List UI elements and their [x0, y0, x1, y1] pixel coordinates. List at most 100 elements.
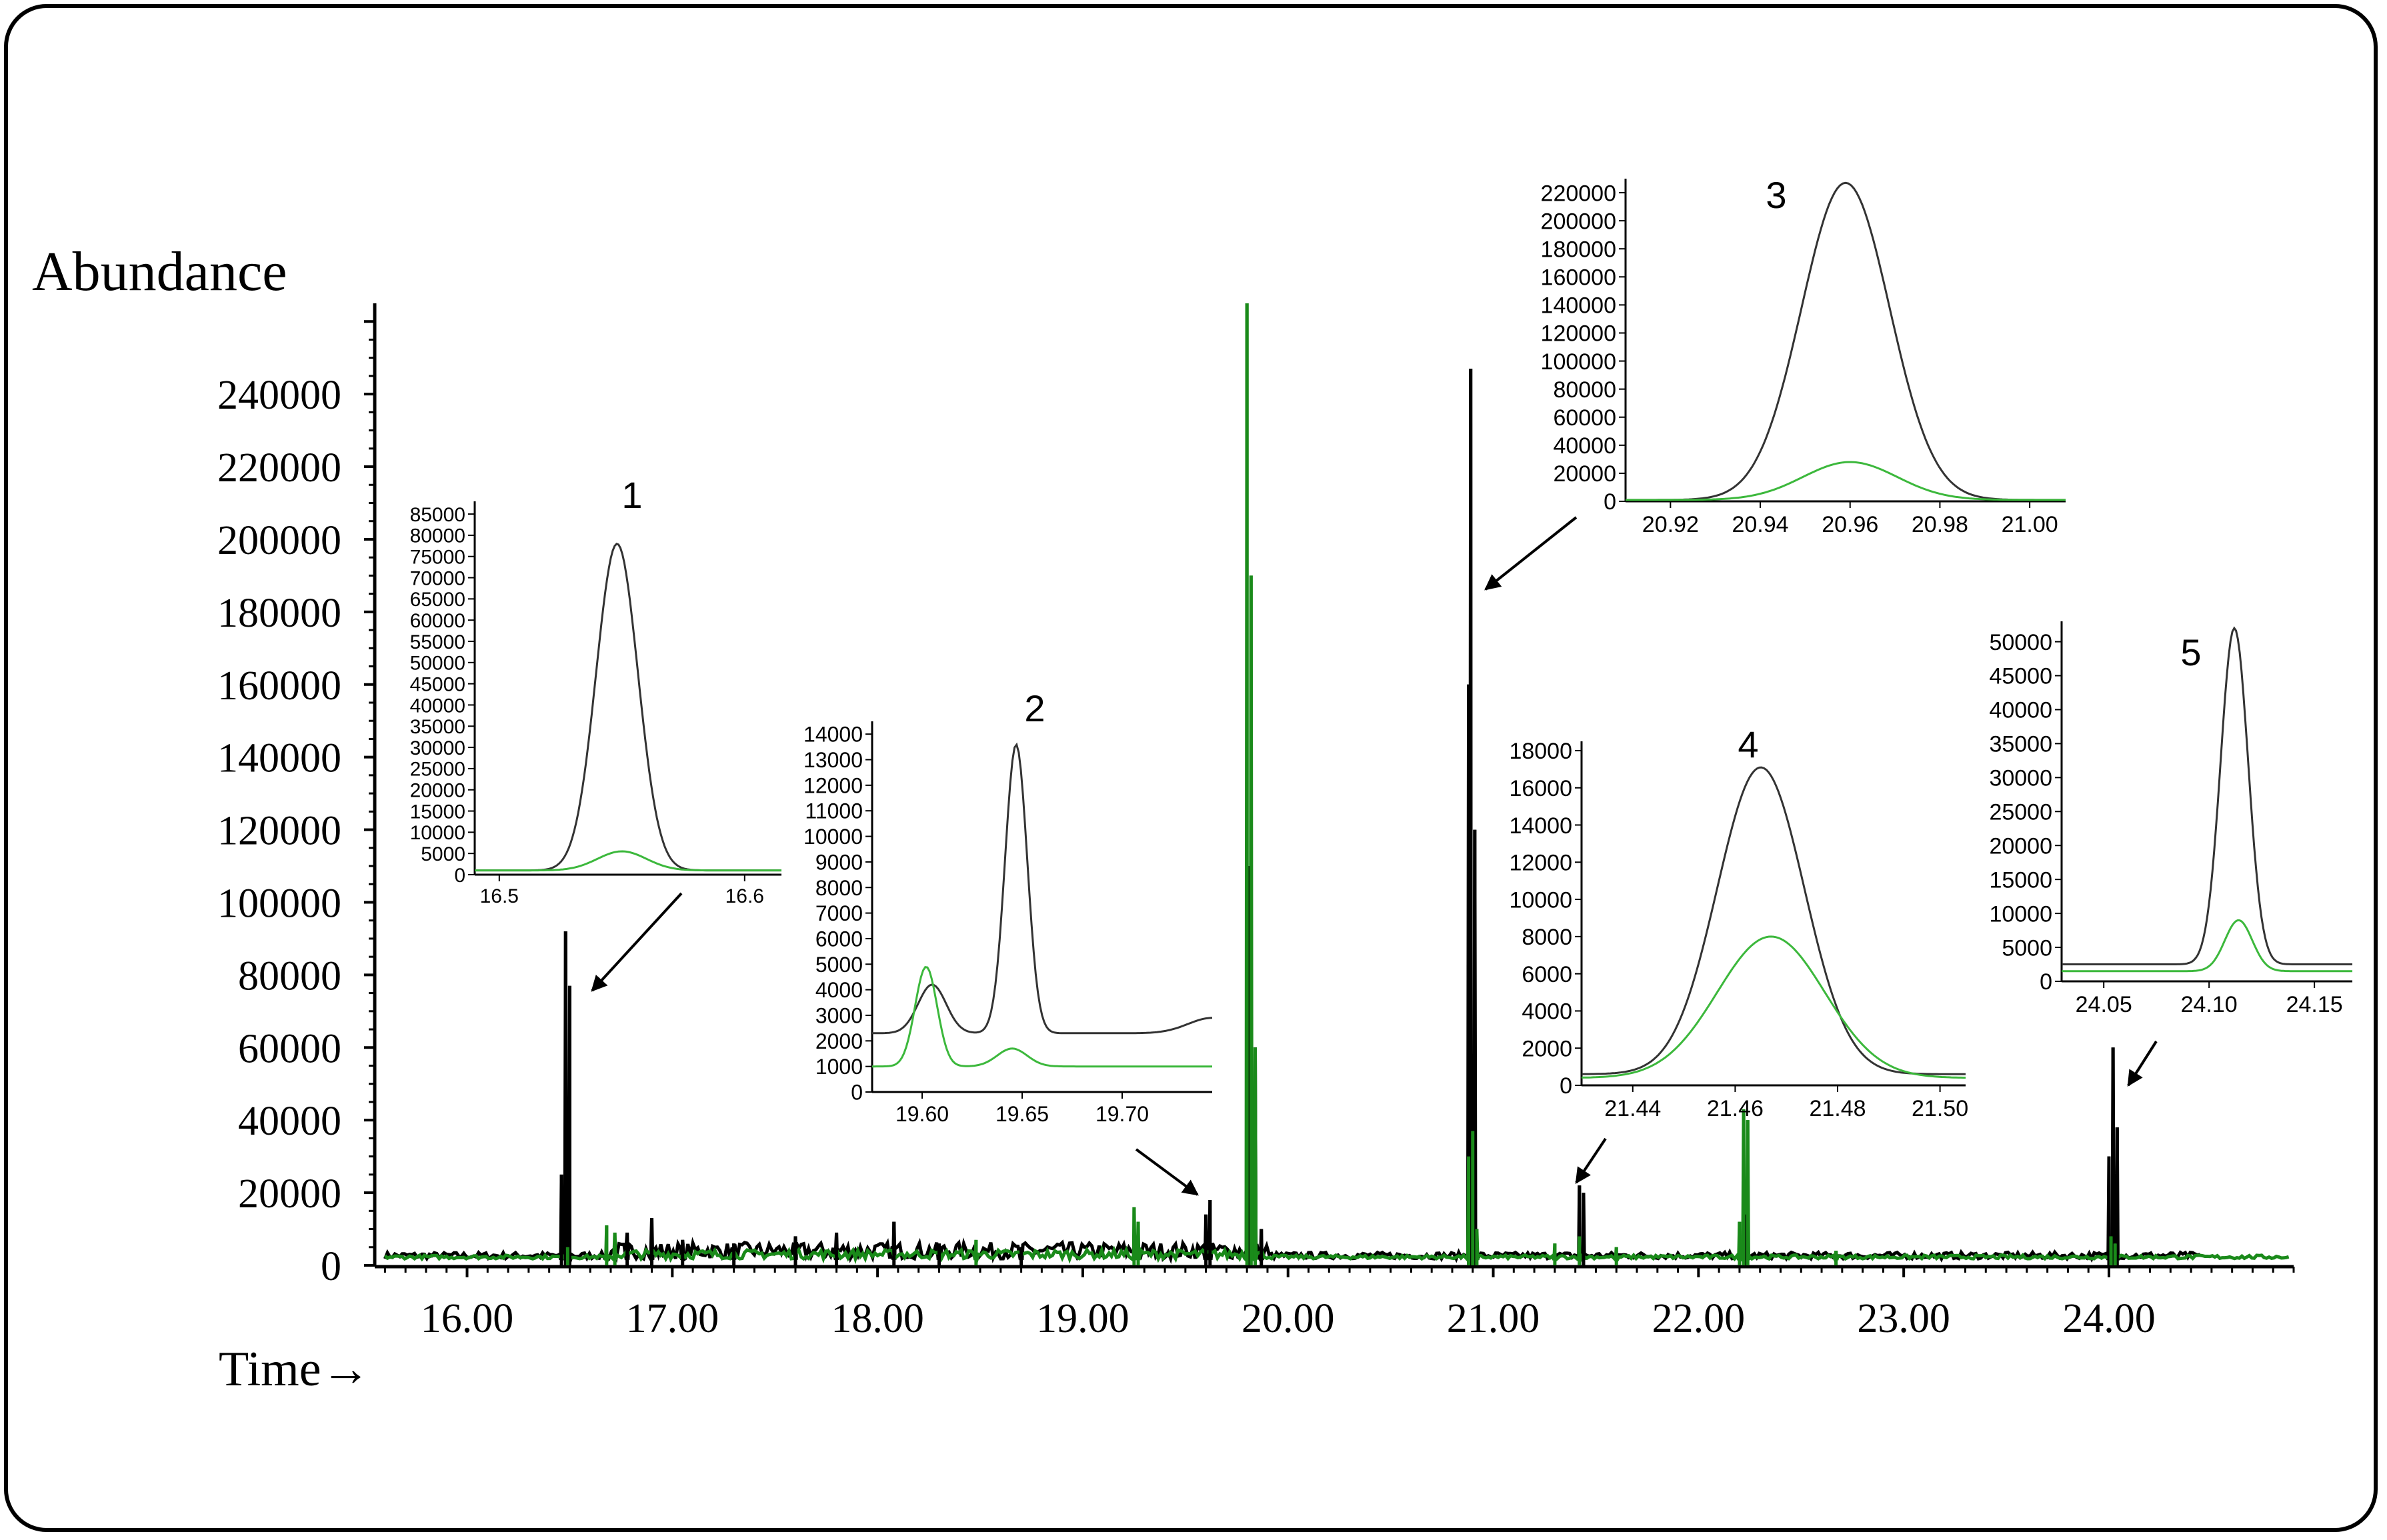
inset-4-y-tick-label: 8000	[1522, 925, 1572, 950]
inset-1-y-tick-label: 5000	[421, 843, 465, 865]
inset-2-y-tick-label: 8000	[815, 876, 863, 900]
callout-arrow-5	[2127, 1040, 2158, 1087]
inset-1-number: 1	[621, 474, 642, 516]
y-tick-label: 240000	[217, 373, 341, 418]
inset-1-x-tick-label: 16.5	[480, 885, 519, 907]
y-tick-label: 60000	[238, 1026, 341, 1071]
inset-1-panel: 1 050001000015000200002500030000350004000…	[410, 474, 781, 907]
inset-1-y-tick-label: 10000	[410, 822, 465, 844]
y-tick-label: 220000	[217, 445, 341, 491]
inset-3-y-tick-label: 140000	[1541, 293, 1616, 319]
inset-5-y-tick-label: 0	[2040, 969, 2052, 995]
callout-arrow-2	[1135, 1148, 1199, 1196]
inset-1-y-tick-label: 30000	[410, 737, 465, 759]
inset-1-y-tick-label: 45000	[410, 673, 465, 695]
inset-1-y-tick-label: 85000	[410, 504, 465, 526]
inset-2-number: 2	[1024, 687, 1045, 729]
y-tick-label: 200000	[217, 518, 341, 563]
inset-5-y-tick-label: 40000	[1989, 698, 2052, 723]
x-tick-label: 19.00	[1036, 1296, 1129, 1341]
inset-3-y-tick-label: 120000	[1541, 321, 1616, 347]
inset-1-y-tick-label: 75000	[410, 547, 465, 569]
inset-1-y-tick-label: 0	[454, 865, 465, 887]
inset-1-y-tick-label: 60000	[410, 610, 465, 632]
main-chromatogram: AbundanceTime→02000040000600008000010000…	[32, 241, 2295, 1397]
inset-2-y-tick-label: 11000	[805, 799, 863, 823]
inset-5-black-curve	[2062, 626, 2352, 965]
inset-1-y-tick-label: 40000	[410, 695, 465, 717]
inset-4-y-tick-label: 14000	[1509, 813, 1572, 839]
inset-5-number: 5	[2180, 631, 2201, 673]
inset-3-y-tick-label: 60000	[1553, 405, 1616, 431]
inset-1-y-tick-label: 55000	[410, 631, 465, 653]
y-tick-label: 140000	[217, 736, 341, 781]
inset-2-y-tick-label: 5000	[815, 953, 863, 977]
y-tick-label: 40000	[238, 1099, 341, 1144]
inset-2-y-tick-label: 2000	[815, 1029, 863, 1053]
x-tick-label: 24.00	[2062, 1296, 2156, 1341]
inset-4-y-tick-label: 2000	[1522, 1036, 1572, 1061]
y-axis-label: Abundance	[32, 241, 287, 303]
inset-2-y-tick-label: 12000	[803, 773, 863, 797]
inset-1-x-tick-label: 16.6	[725, 885, 764, 907]
inset-3-y-tick-label: 80000	[1553, 377, 1616, 403]
inset-4-panel: 4 0 2000 4000 6000 8000 10000 12000 14000 16000 18…	[1509, 723, 1968, 1121]
inset-1-y-tick-label: 20000	[410, 780, 465, 802]
inset-4-y-tick-label: 10000	[1509, 887, 1572, 913]
inset-4-y-tick-label: 4000	[1522, 999, 1572, 1025]
inset-5-x-tick-label: 24.15	[2286, 992, 2343, 1017]
inset-5-y-tick-label: 50000	[1989, 630, 2052, 655]
series-green-line	[383, 303, 2290, 1266]
inset-3-x-tick-label: 20.98	[1912, 512, 1968, 537]
inset-1-y-tick-label: 25000	[410, 759, 465, 781]
inset-5-y-tick-label: 5000	[2002, 935, 2052, 961]
inset-1-y-tick-label: 15000	[410, 801, 465, 823]
inset-1-y-tick-label: 65000	[410, 589, 465, 611]
inset-5-y-tick-label: 25000	[1989, 800, 2052, 825]
inset-5-y-tick-label: 45000	[1989, 664, 2052, 689]
inset-1-green-curve	[475, 850, 781, 872]
inset-5-green-curve	[2062, 919, 2352, 973]
y-tick-label: 180000	[217, 591, 341, 636]
inset-1-y-tick-label: 70000	[410, 567, 465, 589]
inset-5-x-tick-label: 24.05	[2076, 992, 2132, 1017]
inset-4-x-tick-label: 21.50	[1912, 1096, 1968, 1121]
inset-5-y-tick-label: 10000	[1989, 901, 2052, 927]
inset-4-y-tick-label: 6000	[1522, 962, 1572, 987]
inset-5-panel: 5 0 5000 10000 15000 20000 25000 30000 35000 4000…	[1989, 621, 2352, 1017]
inset-3-y-tick-label: 40000	[1553, 433, 1616, 459]
inset-4-number: 4	[1738, 723, 1758, 765]
inset-panels: 1050001000015000200002500030000350004000…	[410, 174, 2352, 1126]
inset-2-y-tick-label: 4000	[815, 978, 863, 1002]
inset-4-x-tick-label: 21.46	[1707, 1096, 1764, 1121]
y-tick-label: 0	[321, 1244, 341, 1289]
inset-3-green-curve	[1626, 461, 2066, 501]
inset-3-y-tick-label: 220000	[1541, 181, 1616, 206]
inset-1-y-tick-label: 80000	[410, 525, 465, 547]
y-tick-label: 160000	[217, 663, 341, 709]
y-tick-label: 20000	[238, 1171, 341, 1217]
callout-arrows	[591, 516, 2158, 1196]
inset-2-y-tick-label: 7000	[815, 901, 863, 925]
inset-3-x-tick-label: 20.96	[1822, 512, 1878, 537]
inset-4-y-tick-label: 18000	[1509, 739, 1572, 764]
inset-5-y-tick-label: 30000	[1989, 766, 2052, 791]
inset-5-y-tick-label: 20000	[1989, 833, 2052, 859]
y-tick-label: 100000	[217, 881, 341, 926]
inset-4-y-tick-label: 12000	[1509, 851, 1572, 876]
y-tick-label: 80000	[238, 953, 341, 999]
inset-3-y-tick-label: 160000	[1541, 265, 1616, 291]
inset-2-y-tick-label: 10000	[803, 825, 863, 849]
inset-4-x-tick-label: 21.48	[1809, 1096, 1866, 1121]
callout-arrow-4	[1575, 1137, 1607, 1184]
inset-2-y-tick-label: 13000	[803, 748, 863, 772]
x-tick-label: 20.00	[1242, 1296, 1335, 1341]
x-tick-label: 22.00	[1652, 1296, 1746, 1341]
inset-2-y-tick-label: 6000	[815, 927, 863, 951]
inset-4-green-curve	[1581, 935, 1966, 1079]
inset-3-x-tick-label: 21.00	[2002, 512, 2058, 537]
inset-4-y-tick-label: 0	[1560, 1073, 1572, 1099]
inset-3-y-tick-label: 200000	[1541, 209, 1616, 234]
callout-arrow-3	[1484, 516, 1578, 591]
